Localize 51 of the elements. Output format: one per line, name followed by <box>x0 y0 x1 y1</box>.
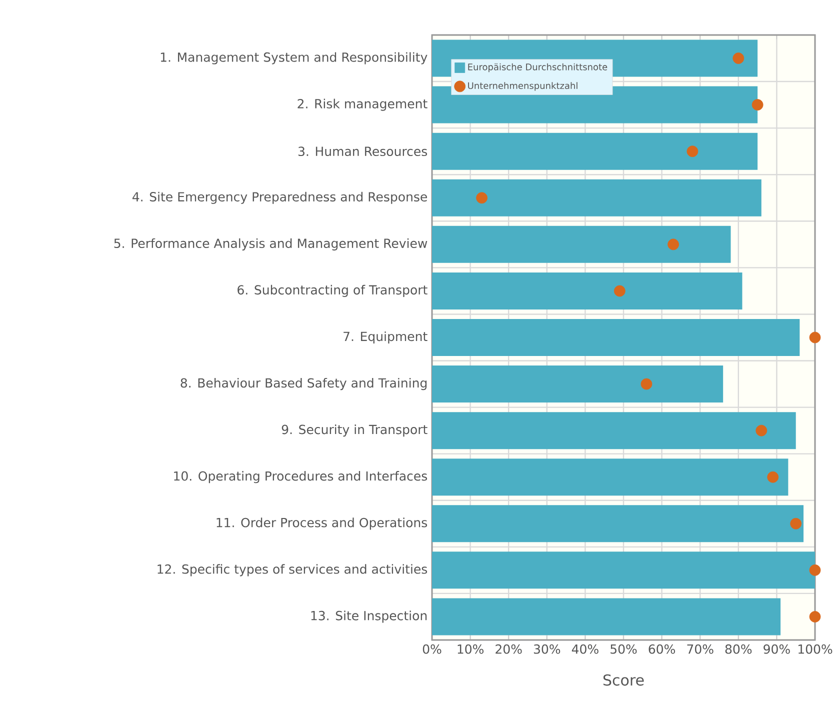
y-tick-label: 6. Subcontracting of Transport <box>238 284 428 297</box>
y-tick-label: 10. Operating Procedures and Interfaces <box>174 471 428 484</box>
x-tick-label: 70% <box>687 644 714 654</box>
legend-label: Unternehmenspunktzahl <box>468 82 578 91</box>
point <box>668 238 679 250</box>
bar <box>432 505 804 542</box>
y-tick-label: 11. Order Process and Operations <box>216 518 428 530</box>
x-tick-label: 60% <box>648 644 676 654</box>
point <box>686 146 698 158</box>
y-tick-label: 12. Specific types of services and activities <box>158 564 428 576</box>
point <box>640 378 652 390</box>
y-tick-label: 5. Performance Analysis and Management Review <box>114 238 428 250</box>
x-tick-label: 30% <box>534 644 560 654</box>
y-tick-label: 7. Equipment <box>344 331 428 344</box>
y-tick-label: 2. Risk management <box>298 98 428 111</box>
bar <box>432 412 796 450</box>
point <box>614 285 626 297</box>
bar <box>432 179 762 216</box>
x-tick-label: 40% <box>572 644 598 654</box>
point <box>809 564 821 576</box>
point <box>809 332 821 344</box>
x-axis-title: Score <box>603 674 644 686</box>
bar <box>432 458 788 496</box>
x-tick-label: 100% <box>798 644 832 654</box>
x-tick-label: 90% <box>764 644 790 654</box>
bar <box>432 552 816 589</box>
bar <box>432 318 800 356</box>
x-tick-label: 20% <box>496 644 522 654</box>
point <box>767 471 779 483</box>
x-tick-label: 10% <box>458 644 484 654</box>
bar <box>432 366 724 403</box>
legend-label: Europäische Durchschnittsnote <box>468 63 608 72</box>
y-tick-label: 3. Human Resources <box>298 146 428 156</box>
x-tick-label: 0% <box>422 644 442 654</box>
y-tick-label: 1. Management System and Responsibility <box>160 52 428 64</box>
point <box>476 192 488 204</box>
x-tick-label: 80% <box>725 644 752 654</box>
point <box>756 424 768 436</box>
y-tick-label: 4. Site Emergency Preparedness and Response <box>132 192 428 204</box>
bar <box>432 598 781 636</box>
y-tick-label: 8. Behaviour Based Safety and Training <box>180 378 427 390</box>
point <box>752 99 764 110</box>
point <box>732 52 744 64</box>
point <box>790 518 802 530</box>
y-tick-label: 13. Site Inspection <box>311 610 427 623</box>
bar <box>432 226 731 263</box>
bar <box>432 272 742 310</box>
point <box>809 611 821 622</box>
x-tick-label: 50% <box>610 644 637 654</box>
bar <box>432 132 758 170</box>
y-tick-label: 9. Security in Transport <box>282 424 428 437</box>
